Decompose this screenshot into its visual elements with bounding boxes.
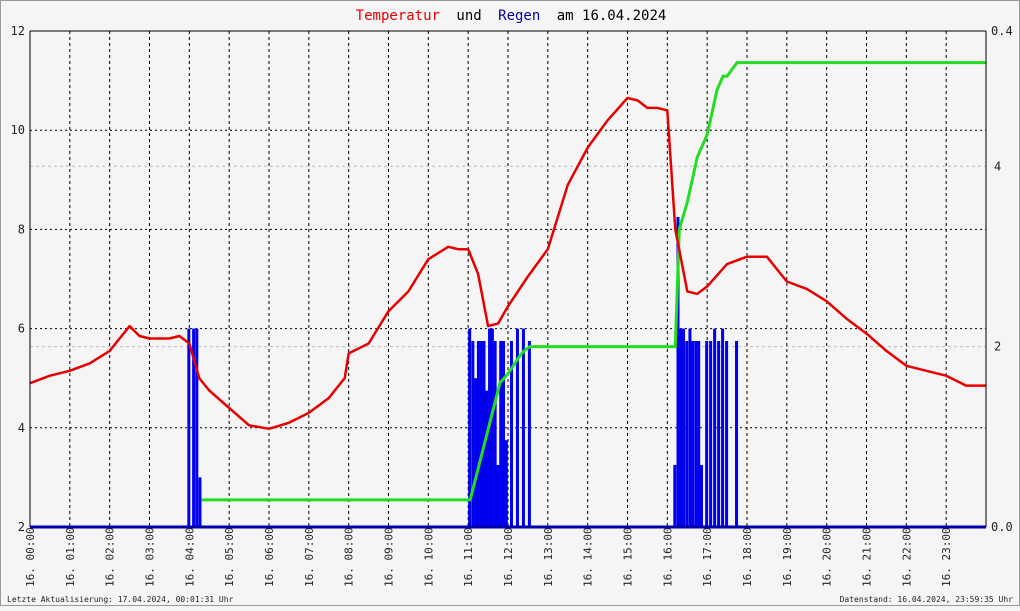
rain-bar <box>688 328 692 527</box>
rain-bar <box>699 465 703 527</box>
x-tick-label: 16. 15:00 <box>622 527 635 587</box>
rain-bar <box>725 341 729 527</box>
rain-bar <box>482 341 486 527</box>
grid <box>30 31 986 527</box>
x-tick-label: 16. 04:00 <box>183 527 196 587</box>
rain-bar <box>502 341 506 527</box>
rain-bar <box>476 341 480 527</box>
rain-bar <box>485 390 489 527</box>
rain-bar <box>496 465 500 527</box>
x-tick-label: 16. 21:00 <box>861 527 874 587</box>
rain-bar <box>691 341 695 527</box>
rain-sum-series <box>201 61 986 502</box>
rain-bar <box>504 440 508 527</box>
rain-bar <box>195 328 199 527</box>
rain-bar <box>705 341 709 527</box>
rain-bar <box>490 328 494 527</box>
y-tick-label-rain-sum: 4 <box>994 159 1001 173</box>
temperature-series <box>29 96 986 431</box>
x-tick-label: 16. 09:00 <box>383 527 396 587</box>
rain-bar <box>709 341 713 527</box>
y-tick-label-temperature: 4 <box>18 421 25 435</box>
x-tick-label: 16. 02:00 <box>104 527 117 587</box>
x-tick-label: 16. 08:00 <box>343 527 356 587</box>
x-tick-label: 16. 14:00 <box>582 527 595 587</box>
footer-data-state: Datenstand: 16.04.2024, 23:59:35 Uhr <box>840 595 1014 604</box>
y-tick-label-temperature: 12 <box>11 24 25 38</box>
x-tick-label: 16. 22:00 <box>900 527 913 587</box>
title-date: am 16.04.2024 <box>557 8 667 24</box>
rain-bar <box>717 341 721 527</box>
x-tick-label: 16. 05:00 <box>223 527 236 587</box>
x-tick-label: 16. 20:00 <box>821 527 834 587</box>
x-tick-label: 16. 07:00 <box>303 527 316 587</box>
axes <box>29 30 987 529</box>
y-tick-label-temperature: 2 <box>18 520 25 534</box>
rain-bar <box>697 341 701 527</box>
footer-last-update: Letzte Aktualisierung: 17.04.2024, 00:01… <box>7 595 234 604</box>
x-tick-label: 16. 17:00 <box>701 527 714 587</box>
tick-labels: 2 4 6 8 10 12 0.0 0.4 2 4 16. 00:00 16. 01:00 16. 02… <box>11 24 1013 587</box>
x-tick-label: 16. 12:00 <box>502 527 515 587</box>
rain-bar <box>192 328 196 527</box>
rain-bar <box>499 341 503 527</box>
title-and: und <box>456 8 481 24</box>
x-tick-label: 16. 13:00 <box>542 527 555 587</box>
rain-bar <box>515 328 519 527</box>
rain-bar <box>713 328 717 527</box>
x-tick-label: 16. 11:00 <box>462 527 475 587</box>
x-tick-label: 16. 10:00 <box>422 527 435 587</box>
rain-bar <box>198 477 202 527</box>
y-tick-label-temperature: 8 <box>18 222 25 236</box>
x-tick-label: 16. 18:00 <box>741 527 754 587</box>
x-tick-label: 16. 16:00 <box>661 527 674 587</box>
x-tick-label: 16. 06:00 <box>263 527 276 587</box>
rain-bar <box>527 341 531 527</box>
x-tick-label: 16. 19:00 <box>781 527 794 587</box>
y-tick-label-rain: 0.0 <box>991 520 1013 534</box>
x-tick-label: 16. 00:00 <box>24 527 37 587</box>
rain-bar <box>493 341 497 527</box>
x-tick-label: 16. 03:00 <box>144 527 157 587</box>
y-tick-label-rain-sum: 2 <box>994 340 1001 354</box>
x-tick-label: 16. 01:00 <box>64 527 77 587</box>
y-tick-label-rain: 0.4 <box>991 24 1013 38</box>
rain-bar <box>735 341 739 527</box>
rain-bar <box>468 328 472 527</box>
rain-bar <box>685 341 689 527</box>
rain-sum-line <box>201 61 986 502</box>
rain-bar <box>509 341 513 527</box>
rain-bar <box>187 328 191 527</box>
temperature-line <box>29 96 986 431</box>
rain-bar <box>676 217 680 527</box>
y-tick-label-temperature: 10 <box>11 123 25 137</box>
rain-bars <box>187 217 739 527</box>
rain-bar <box>673 465 677 527</box>
rain-bar <box>521 328 525 527</box>
rain-bar <box>479 341 483 527</box>
rain-bar <box>682 328 686 527</box>
rain-bar <box>471 341 475 527</box>
x-tick-label: 16. 23:00 <box>940 527 953 587</box>
chart-title: Temperatur und Regen am 16.04.2024 <box>356 8 667 24</box>
rain-bar <box>679 328 683 527</box>
rain-bar <box>721 328 725 527</box>
y-tick-label-temperature: 6 <box>18 322 25 336</box>
title-temperature: Temperatur <box>356 8 440 24</box>
rain-bar <box>694 341 698 527</box>
title-rain: Regen <box>498 8 540 24</box>
rain-bar <box>474 378 478 527</box>
